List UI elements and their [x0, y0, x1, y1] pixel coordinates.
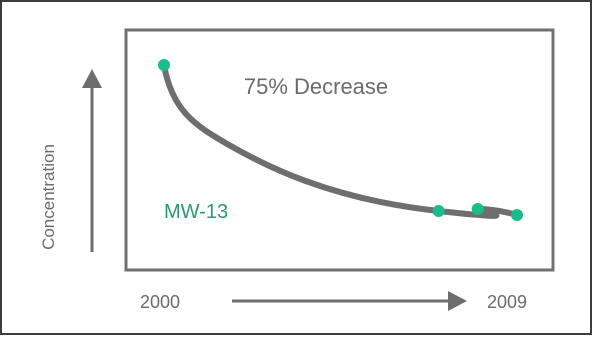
- data-point-3: [471, 203, 484, 215]
- y-axis-label: Concentration: [39, 144, 58, 250]
- data-points: [158, 59, 523, 221]
- data-point-2: [432, 205, 445, 217]
- series-label: MW-13: [164, 201, 228, 223]
- decrease-annotation: 75% Decrease: [244, 74, 388, 99]
- x-axis-arrow-head: [448, 291, 467, 311]
- data-point-4: [511, 209, 523, 221]
- y-axis-arrow-head: [82, 69, 102, 88]
- x-end-label: 2009: [487, 292, 527, 312]
- data-point-1: [158, 59, 170, 71]
- x-start-label: 2000: [140, 292, 180, 312]
- plot-area-border: [124, 28, 555, 272]
